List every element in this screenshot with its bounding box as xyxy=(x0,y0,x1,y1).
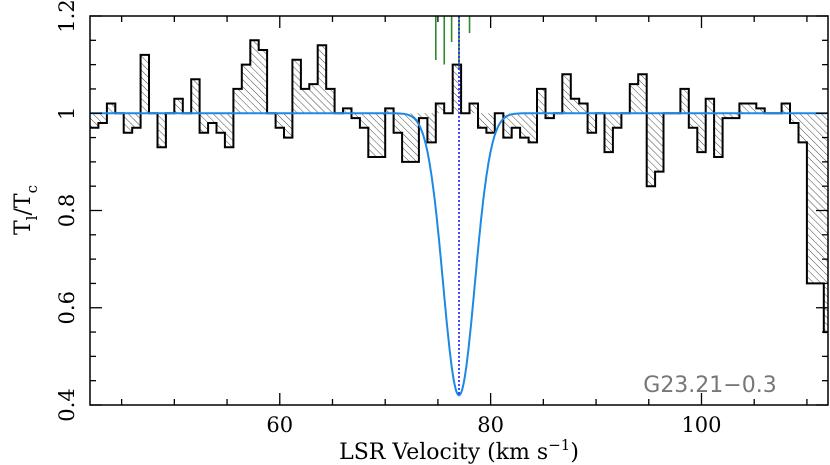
hatch-bin xyxy=(756,108,765,114)
hatch-bin xyxy=(714,113,723,158)
hatch-bin xyxy=(520,113,529,138)
hatch-bin xyxy=(90,113,99,128)
hatch-bin xyxy=(469,103,478,114)
hatch-bin xyxy=(452,64,462,114)
hatch-bin xyxy=(292,59,301,114)
hatch-bin xyxy=(208,113,217,123)
x-axis-ticks: 60 80 100 xyxy=(120,16,808,437)
hatch-bin xyxy=(747,103,757,114)
hatch-bin xyxy=(655,113,664,172)
transition-markers xyxy=(435,16,471,69)
x-tick-label: 80 xyxy=(477,413,504,437)
hatch-bin xyxy=(697,113,706,153)
x-tick-label: 100 xyxy=(681,413,721,437)
hatch-bin xyxy=(806,113,816,284)
hatch-bin xyxy=(570,98,580,114)
hatch-bin xyxy=(739,103,748,114)
hatch-bin xyxy=(680,88,689,114)
hatch-bin xyxy=(604,113,613,153)
hatch-bin xyxy=(275,113,284,128)
gaussian-fit-line xyxy=(90,112,828,397)
hatch-bin xyxy=(199,113,208,133)
hatch-bin xyxy=(823,113,828,333)
hatch-bin xyxy=(343,108,352,114)
hatch-bin xyxy=(233,88,242,114)
y-tick-label: 1.2 xyxy=(55,0,79,33)
hatch-bin xyxy=(722,113,731,119)
hatch-bin xyxy=(503,113,512,138)
hatch-bin xyxy=(300,88,310,114)
hatch-bin xyxy=(781,103,790,114)
hatch-bin xyxy=(705,98,715,114)
hatch-bin xyxy=(326,88,335,114)
hatch-bin xyxy=(638,74,647,114)
hatch-bin xyxy=(815,113,824,284)
y-tick-label: 1 xyxy=(55,107,79,120)
hatch-bin xyxy=(106,103,116,114)
hatch-bin xyxy=(688,113,698,128)
hatch-bin xyxy=(435,103,445,114)
hatch-bin xyxy=(224,113,234,148)
hatch-bin xyxy=(376,113,386,158)
hatch-bin xyxy=(646,113,656,187)
hatch-bin xyxy=(393,113,402,133)
hatch-bin xyxy=(537,88,546,114)
absorption-hatch xyxy=(90,40,828,333)
hatch-bin xyxy=(790,113,799,123)
hatch-bin xyxy=(140,54,149,114)
hatch-bin xyxy=(528,113,537,143)
hatch-bin xyxy=(385,108,394,114)
hatch-bin xyxy=(191,79,200,114)
y-tick-label: 0.4 xyxy=(55,388,79,421)
y-tick-label: 0.8 xyxy=(55,194,79,227)
hatch-bin xyxy=(157,113,166,148)
hatch-bin xyxy=(241,64,251,114)
hatch-bin xyxy=(562,74,571,114)
source-annotation: G23.21−0.3 xyxy=(643,373,776,398)
hatch-bin xyxy=(309,84,318,114)
hatch-bin xyxy=(418,113,428,119)
hatch-bin xyxy=(258,50,268,114)
hatch-bin xyxy=(284,113,293,138)
hatch-bin xyxy=(579,103,588,114)
hatch-bin xyxy=(216,113,225,133)
hatch-bin xyxy=(174,98,183,114)
x-tick-label: 60 xyxy=(266,413,293,437)
hatch-bin xyxy=(731,113,740,119)
hatch-bin xyxy=(427,113,436,143)
hatch-bin xyxy=(478,113,487,128)
hatch-bin xyxy=(612,113,622,128)
hatch-bin xyxy=(123,113,133,133)
hatch-bin xyxy=(402,113,411,162)
hatch-bin xyxy=(359,113,369,128)
hatch-bin xyxy=(132,113,141,128)
hatch-bin xyxy=(351,113,360,119)
hatch-bin xyxy=(587,113,596,133)
hatch-bin xyxy=(410,113,419,162)
hatch-bin xyxy=(798,113,807,143)
y-tick-label: 0.6 xyxy=(55,291,79,324)
hatch-bin xyxy=(486,113,495,133)
y-axis-title: Tl/Tc xyxy=(11,185,41,235)
hatch-bin xyxy=(98,113,107,123)
spectrum-histogram xyxy=(90,39,828,334)
x-axis-title: LSR Velocity (km s−1) xyxy=(339,436,579,465)
hatch-bin xyxy=(368,113,377,158)
hatch-bin xyxy=(545,113,554,119)
hatch-bin xyxy=(511,113,521,128)
hatch-bin xyxy=(250,40,259,114)
hatch-bin xyxy=(629,84,639,114)
y-axis-ticks: 0.4 0.6 0.8 1 1.2 xyxy=(55,0,828,422)
hatch-bin xyxy=(317,45,327,114)
